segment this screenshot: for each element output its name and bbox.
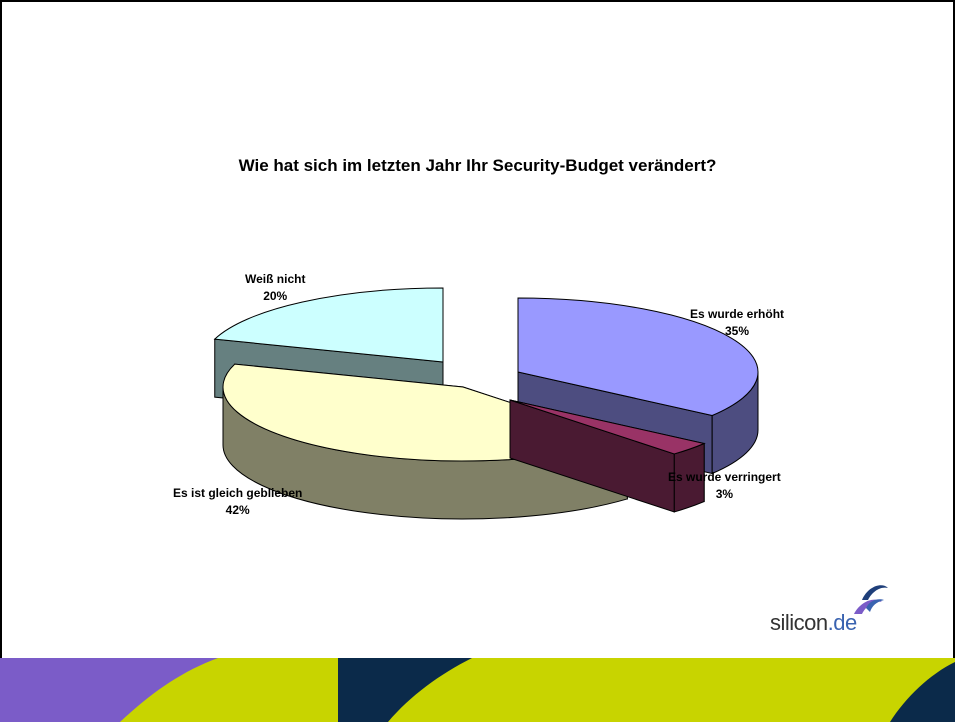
slice-label-text: Es wurde erhöht bbox=[690, 307, 785, 321]
slice-top bbox=[517, 297, 759, 417]
slice-label-value: 42% bbox=[225, 503, 250, 517]
logo-name: silicon bbox=[770, 610, 828, 635]
slice-label-text: Es ist gleich geblieben bbox=[173, 486, 303, 500]
chart-title: Wie hat sich im letzten Jahr Ihr Securit… bbox=[238, 156, 717, 175]
slice-label-erhoeht: Es wurde erhöht 35% bbox=[690, 306, 784, 340]
pie-slice-erhoeht bbox=[517, 297, 759, 475]
footer-band bbox=[0, 658, 955, 722]
logo-tld: .de bbox=[827, 610, 858, 635]
slice-label-value: 3% bbox=[715, 487, 734, 501]
slice-label-weiss-nicht: Weiß nicht 20% bbox=[245, 271, 305, 305]
logo-text: silicon.de bbox=[770, 610, 857, 636]
slice-top bbox=[213, 287, 444, 363]
slice-label-text: Weiß nicht bbox=[245, 272, 306, 286]
pie-slice-verringert bbox=[509, 399, 706, 513]
slice-label-verringert: Es wurde verringert 3% bbox=[668, 469, 781, 503]
silicon-logo: silicon.de bbox=[770, 578, 900, 648]
slice-label-gleich: Es ist gleich geblieben 42% bbox=[173, 485, 302, 519]
slice-label-value: 20% bbox=[263, 289, 288, 303]
slice-label-value: 35% bbox=[724, 324, 750, 338]
pie-layer bbox=[213, 287, 759, 520]
slice-top bbox=[509, 399, 706, 455]
slice-label-text: Es wurde verringert bbox=[668, 470, 781, 484]
logo-swoosh-icon bbox=[854, 585, 888, 614]
